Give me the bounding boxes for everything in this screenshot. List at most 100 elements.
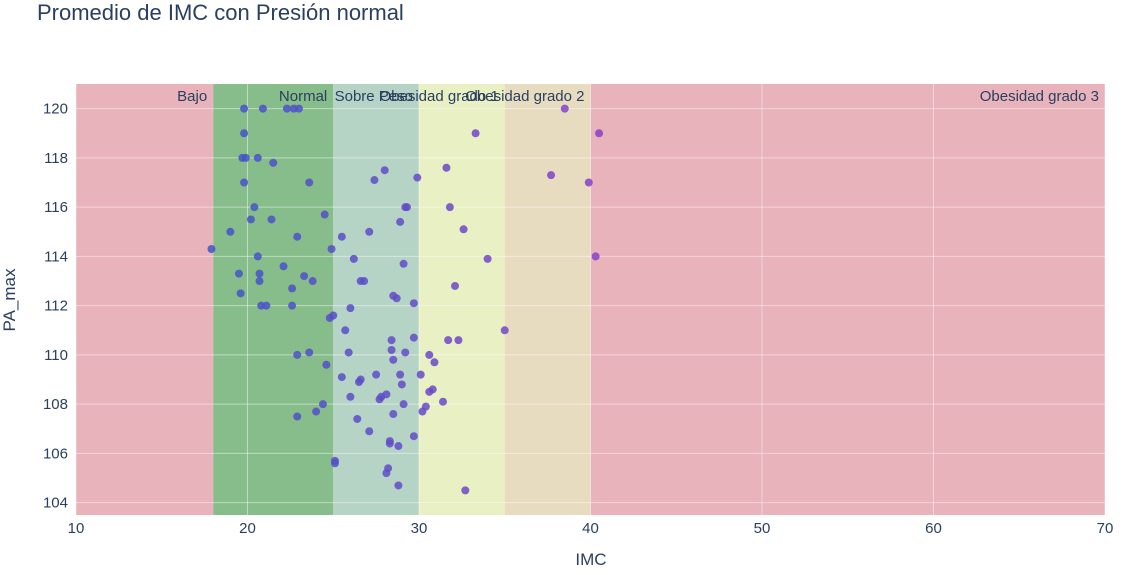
data-point[interactable] xyxy=(365,227,374,236)
data-point[interactable] xyxy=(327,245,336,254)
data-point[interactable] xyxy=(385,439,394,448)
data-point[interactable] xyxy=(421,402,430,411)
data-point[interactable] xyxy=(337,373,346,382)
data-point[interactable] xyxy=(240,129,249,138)
data-point[interactable] xyxy=(234,269,243,278)
data-point[interactable] xyxy=(442,163,451,172)
data-point[interactable] xyxy=(288,284,297,293)
data-point[interactable] xyxy=(483,254,492,263)
data-point[interactable] xyxy=(300,272,309,281)
data-point[interactable] xyxy=(322,360,331,369)
data-point[interactable] xyxy=(293,232,302,241)
data-point[interactable] xyxy=(444,336,453,345)
data-point[interactable] xyxy=(294,104,303,113)
data-point[interactable] xyxy=(337,232,346,241)
data-point[interactable] xyxy=(308,277,317,286)
data-point[interactable] xyxy=(425,350,434,359)
data-point[interactable] xyxy=(402,203,411,212)
data-point[interactable] xyxy=(269,158,278,167)
data-point[interactable] xyxy=(451,281,460,290)
data-point[interactable] xyxy=(293,412,302,421)
data-point[interactable] xyxy=(389,410,398,419)
data-point[interactable] xyxy=(401,348,410,357)
data-point[interactable] xyxy=(445,203,454,212)
data-point[interactable] xyxy=(318,400,327,409)
data-point[interactable] xyxy=(255,269,264,278)
data-point[interactable] xyxy=(397,380,406,389)
data-point[interactable] xyxy=(267,215,276,224)
data-point[interactable] xyxy=(380,166,389,175)
data-point[interactable] xyxy=(584,178,593,187)
data-point[interactable] xyxy=(305,178,314,187)
data-point[interactable] xyxy=(387,336,396,345)
points-layer[interactable] xyxy=(207,104,604,495)
data-point[interactable] xyxy=(396,217,405,226)
data-point[interactable] xyxy=(346,304,355,313)
data-point[interactable] xyxy=(346,392,355,401)
data-point[interactable] xyxy=(330,459,339,468)
data-point[interactable] xyxy=(454,336,463,345)
data-point[interactable] xyxy=(370,176,379,185)
data-point[interactable] xyxy=(246,215,255,224)
data-point[interactable] xyxy=(320,210,329,219)
data-point[interactable] xyxy=(394,481,403,490)
data-point[interactable] xyxy=(413,173,422,182)
data-point[interactable] xyxy=(253,153,262,162)
data-point[interactable] xyxy=(459,225,468,234)
data-point[interactable] xyxy=(365,427,374,436)
data-point[interactable] xyxy=(416,370,425,379)
data-point[interactable] xyxy=(279,262,288,271)
data-point[interactable] xyxy=(288,301,297,310)
data-point[interactable] xyxy=(382,390,391,399)
data-point[interactable] xyxy=(439,397,448,406)
data-point[interactable] xyxy=(354,378,363,387)
data-point[interactable] xyxy=(372,370,381,379)
data-point[interactable] xyxy=(360,277,369,286)
data-point[interactable] xyxy=(591,252,600,261)
data-point[interactable] xyxy=(409,432,418,441)
data-point[interactable] xyxy=(255,277,264,286)
data-point[interactable] xyxy=(207,245,216,254)
data-point[interactable] xyxy=(428,385,437,394)
data-point[interactable] xyxy=(471,129,480,138)
data-point[interactable] xyxy=(409,299,418,308)
x-tick-label: 10 xyxy=(68,520,85,537)
data-point[interactable] xyxy=(293,350,302,359)
data-point[interactable] xyxy=(500,326,509,335)
data-point[interactable] xyxy=(240,178,249,187)
data-point[interactable] xyxy=(399,400,408,409)
data-point[interactable] xyxy=(329,311,338,320)
data-point[interactable] xyxy=(312,407,321,416)
data-point[interactable] xyxy=(353,414,362,423)
data-point[interactable] xyxy=(595,129,604,138)
data-point[interactable] xyxy=(389,355,398,364)
data-point[interactable] xyxy=(392,294,401,303)
data-point[interactable] xyxy=(387,345,396,354)
data-point[interactable] xyxy=(384,464,393,473)
data-point[interactable] xyxy=(349,254,358,263)
data-point[interactable] xyxy=(241,153,250,162)
data-point[interactable] xyxy=(250,203,259,212)
data-point[interactable] xyxy=(461,486,470,495)
data-point[interactable] xyxy=(399,259,408,268)
data-point[interactable] xyxy=(240,104,249,113)
data-point[interactable] xyxy=(396,370,405,379)
band-5 xyxy=(504,84,591,515)
data-point[interactable] xyxy=(409,333,418,342)
data-point[interactable] xyxy=(262,301,271,310)
data-point[interactable] xyxy=(547,171,556,180)
y-tick-label: 108 xyxy=(43,396,68,413)
data-point[interactable] xyxy=(341,326,350,335)
band-label: Obesidad grado 1 xyxy=(379,88,498,105)
data-point[interactable] xyxy=(394,442,403,451)
data-point[interactable] xyxy=(344,348,353,357)
data-point[interactable] xyxy=(305,348,314,357)
data-point[interactable] xyxy=(236,289,245,298)
data-point[interactable] xyxy=(253,252,262,261)
data-point[interactable] xyxy=(560,104,569,113)
data-point[interactable] xyxy=(282,104,291,113)
data-point[interactable] xyxy=(430,358,439,367)
data-point[interactable] xyxy=(226,227,235,236)
data-point[interactable] xyxy=(258,104,267,113)
